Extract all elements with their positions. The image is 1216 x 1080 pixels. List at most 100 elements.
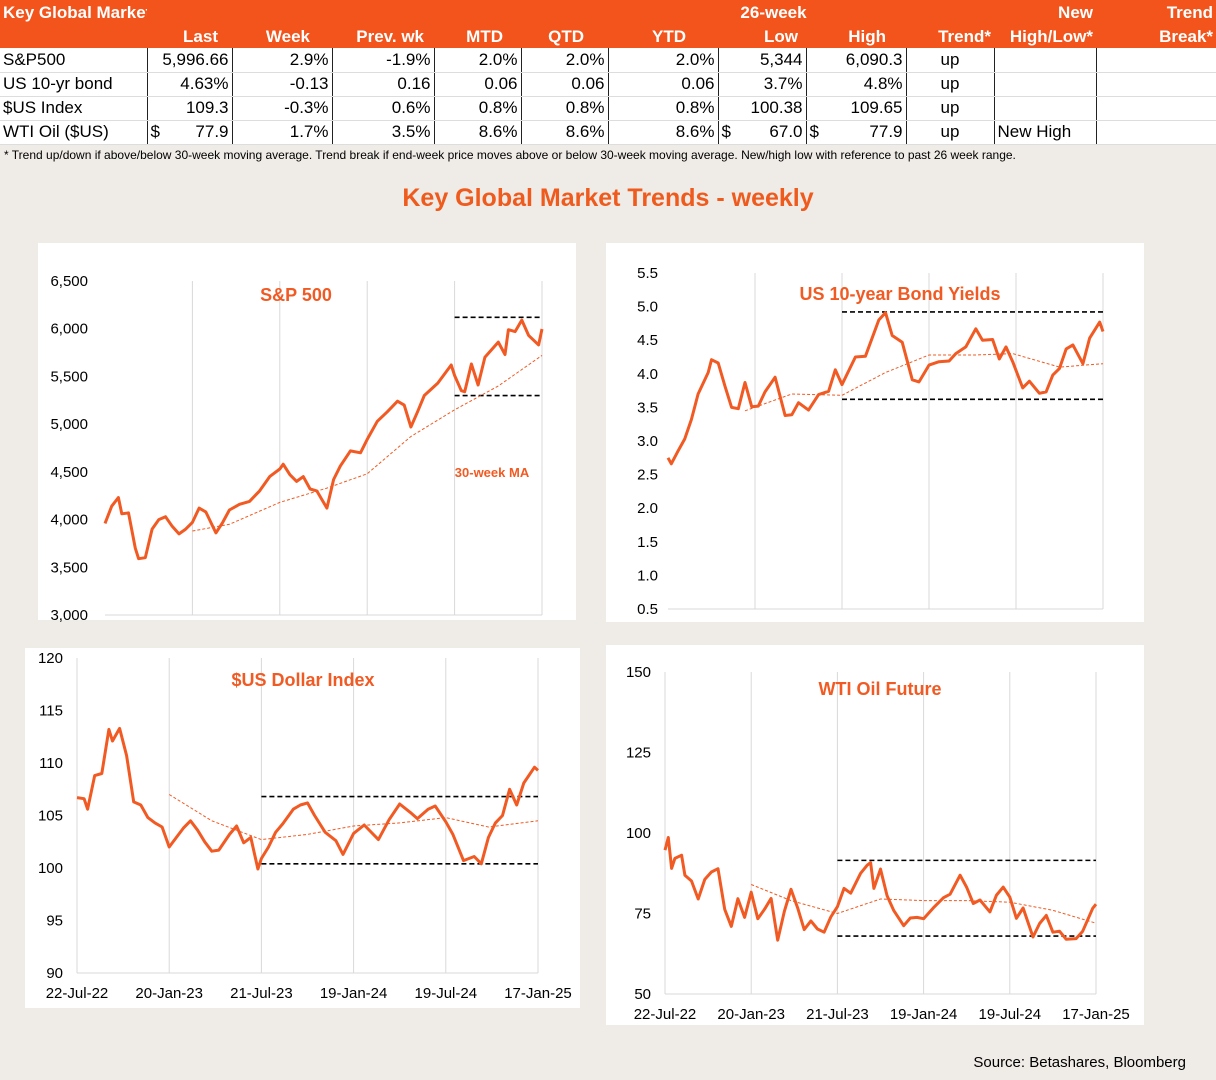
header-week: Week	[232, 24, 332, 48]
usd-index-chart: 90 95 100 105 110 115 120 22-Jul-22 20-Jan-23 21-…	[38, 650, 572, 1002]
ma-annotation: 30-week MA	[455, 465, 530, 480]
y-tick-label: 3,000	[50, 607, 88, 624]
header-trend-col: Trend*	[906, 24, 995, 48]
cell-ytd: 0.8%	[608, 96, 719, 121]
table-row: S&P500 5,996.66 2.9% -1.9% 2.0% 2.0% 2.0% 5,344…	[0, 48, 1216, 73]
currency-symbol: $	[150, 122, 160, 141]
x-tick-label: 19-Jan-24	[890, 1006, 958, 1023]
cell-value: 77.9	[195, 122, 229, 141]
x-tick-label: 17-Jan-25	[1062, 1006, 1130, 1023]
ma30-line	[168, 794, 539, 841]
y-tick-label: 1.5	[637, 534, 658, 551]
y-tick-label: 5,000	[50, 416, 88, 433]
sp500-chart: 3,000 3,500 4,000 4,500 5,000 5,500 6,000 6,500…	[50, 273, 544, 624]
y-tick-label: 5.0	[637, 299, 658, 316]
ma30-line	[744, 353, 1104, 412]
y-tick-label: 0.5	[637, 601, 658, 618]
ma30-line	[751, 884, 1097, 924]
header-new-high-low: High/Low*	[994, 24, 1097, 48]
cell-week: -0.13	[232, 72, 333, 97]
y-tick-label: 3.5	[637, 399, 658, 416]
cell-name: S&P500	[0, 48, 148, 73]
cell-last: $77.9	[147, 120, 233, 145]
wti-oil-chart: 50 75 100 125 150 22-Jul-22 20-Jan-23 21-Jul-23…	[626, 664, 1130, 1023]
header-break: Break*	[1096, 24, 1216, 48]
header-row-2: Last Week Prev. wk MTD QTD YTD Low High …	[0, 24, 1216, 48]
header-prev-wk: Prev. wk	[332, 24, 434, 48]
cell-mtd: 2.0%	[434, 48, 522, 73]
cell-trend: up	[906, 72, 995, 97]
x-tick-label: 20-Jan-23	[135, 985, 203, 1002]
cell-qtd: 0.8%	[521, 96, 609, 121]
cell-value: 67.0	[769, 122, 803, 141]
y-tick-label: 150	[626, 664, 651, 681]
cell-newhl	[994, 72, 1097, 97]
y-tick-label: 125	[626, 745, 651, 762]
cell-high: 4.8%	[806, 72, 907, 97]
currency-symbol: $	[721, 122, 731, 141]
header-high: High	[806, 24, 907, 48]
header-26-week: 26-week	[718, 0, 907, 24]
cell-brk	[1096, 96, 1216, 121]
x-tick-label: 21-Jul-23	[806, 1006, 869, 1023]
cell-last: 109.3	[147, 96, 233, 121]
y-tick-label: 1.0	[637, 567, 658, 584]
chart-title: S&P 500	[260, 285, 332, 305]
cell-prev: 0.16	[332, 72, 435, 97]
cell-ytd: 2.0%	[608, 48, 719, 73]
y-tick-label: 5,500	[50, 368, 88, 385]
y-tick-label: 115	[39, 703, 63, 720]
cell-prev: 0.6%	[332, 96, 435, 121]
y-tick-label: 4,000	[50, 512, 88, 529]
currency-symbol: $	[809, 122, 819, 141]
cell-value: 77.9	[869, 122, 903, 141]
ma30-line	[192, 354, 543, 532]
cell-trend: up	[906, 96, 995, 121]
y-tick-label: 6,500	[50, 273, 88, 290]
x-tick-label: 19-Jul-24	[415, 985, 478, 1002]
wti-oil-chart-panel: 50 75 100 125 150 22-Jul-22 20-Jan-23 21-Jul-23…	[606, 645, 1144, 1025]
price-line	[663, 836, 1098, 942]
x-tick-label: 22-Jul-22	[634, 1006, 697, 1023]
cell-mtd: 0.8%	[434, 96, 522, 121]
header-last: Last	[147, 24, 232, 48]
x-tick-label: 19-Jul-24	[979, 1006, 1042, 1023]
cell-high: $77.9	[806, 120, 907, 145]
x-tick-label: 19-Jan-24	[320, 985, 388, 1002]
cell-low: 100.38	[718, 96, 807, 121]
cell-last: 4.63%	[147, 72, 233, 97]
us10y-chart: 0.5 1.0 1.5 2.0 2.5 3.0 3.5 4.0 4.5 5.0 5.5 US 10-y…	[637, 265, 1105, 618]
cell-qtd: 2.0%	[521, 48, 609, 73]
source-note: Source: Betashares, Bloomberg	[973, 1054, 1186, 1071]
cell-week: 2.9%	[232, 48, 333, 73]
cell-prev: 3.5%	[332, 120, 435, 145]
header-row-1: Key Global Markets 26-week New Trend	[0, 0, 1216, 24]
y-tick-label: 50	[634, 986, 651, 1003]
chart-title: WTI Oil Future	[819, 679, 942, 699]
table-row: WTI Oil ($US) $77.9 1.7% 3.5% 8.6% 8.6% 8.6% $6…	[0, 120, 1216, 145]
y-tick-label: 110	[39, 755, 63, 772]
cell-ytd: 8.6%	[608, 120, 719, 145]
table-footnote: * Trend up/down if above/below 30-week m…	[4, 148, 1016, 162]
x-tick-label: 20-Jan-23	[717, 1006, 785, 1023]
cell-low: 5,344	[718, 48, 807, 73]
cell-week: 1.7%	[232, 120, 333, 145]
y-tick-label: 75	[634, 906, 651, 923]
header-mtd: MTD	[434, 24, 521, 48]
cell-trend: up	[906, 48, 995, 73]
usd-index-chart-panel: 90 95 100 105 110 115 120 22-Jul-22 20-Jan-23 21-…	[25, 648, 580, 1008]
cell-high: 6,090.3	[806, 48, 907, 73]
y-tick-label: 120	[38, 650, 63, 667]
cell-brk	[1096, 72, 1216, 97]
cell-qtd: 0.06	[521, 72, 609, 97]
y-tick-label: 5.5	[637, 265, 658, 282]
x-tick-label: 17-Jan-25	[504, 985, 572, 1002]
table-title: Key Global Markets	[0, 0, 147, 24]
y-tick-label: 2.5	[637, 467, 658, 484]
cell-brk	[1096, 48, 1216, 73]
cell-newhl	[994, 48, 1097, 73]
chart-title: $US Dollar Index	[231, 670, 374, 690]
price-line	[666, 311, 1105, 466]
price-line	[76, 726, 540, 871]
cell-newhl	[994, 96, 1097, 121]
